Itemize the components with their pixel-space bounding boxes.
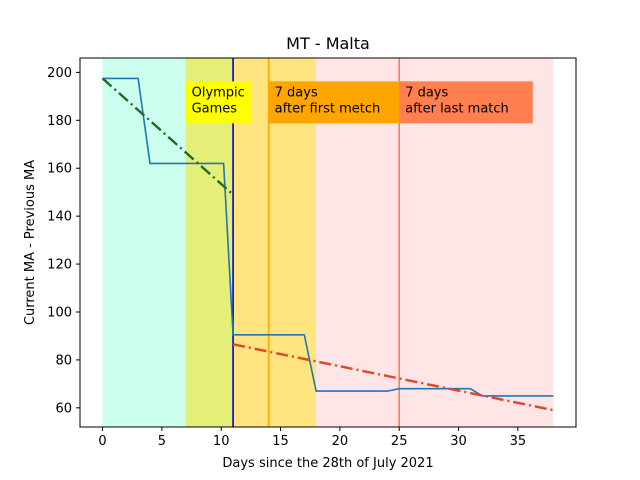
x-tick-label: 15: [272, 434, 289, 449]
x-tick-label: 5: [158, 434, 166, 449]
annotation-text: after last match: [405, 101, 509, 116]
x-tick-label: 35: [510, 434, 527, 449]
annotation-text: Olympic: [192, 85, 245, 100]
annotation-box: [185, 81, 251, 124]
trend-line: [101, 77, 234, 196]
y-tick-label: 120: [47, 258, 72, 273]
annotation-text: Games: [192, 101, 238, 116]
y-axis-ticks: 60 80 100 120 140 160 180 200: [47, 66, 80, 416]
x-axis-ticks: 0 5 10 15 20 25 30 35: [98, 427, 526, 449]
y-tick-label: 160: [47, 162, 72, 177]
y-tick-label: 140: [47, 210, 72, 225]
x-tick-label: 20: [332, 434, 349, 449]
y-tick-label: 80: [55, 353, 72, 368]
chart-title: MT - Malta: [286, 34, 370, 53]
annotation-text: 7 days: [275, 85, 318, 100]
x-tick-label: 10: [213, 434, 230, 449]
plot-frame: [79, 57, 577, 428]
x-tick-label: 25: [391, 434, 408, 449]
shaded-region: [102, 58, 186, 427]
annotation-text: after first metch: [275, 101, 381, 116]
trend-line: [232, 343, 554, 412]
x-tick-label: 30: [450, 434, 467, 449]
series-lines: [101, 77, 554, 412]
y-tick-label: 100: [47, 305, 72, 320]
x-tick-label: 0: [98, 434, 106, 449]
data-series-line: [102, 77, 554, 397]
annotation-text: 7 days: [405, 85, 448, 100]
x-axis-label: Days since the 28th of July 2021: [222, 456, 433, 471]
y-tick-label: 200: [47, 66, 72, 81]
y-tick-label: 180: [47, 114, 72, 129]
annotation-box: [268, 81, 410, 124]
y-tick-label: 60: [55, 401, 72, 416]
y-axis-label: Current MA - Previous MA: [23, 160, 38, 325]
annotation-box: [399, 81, 533, 124]
